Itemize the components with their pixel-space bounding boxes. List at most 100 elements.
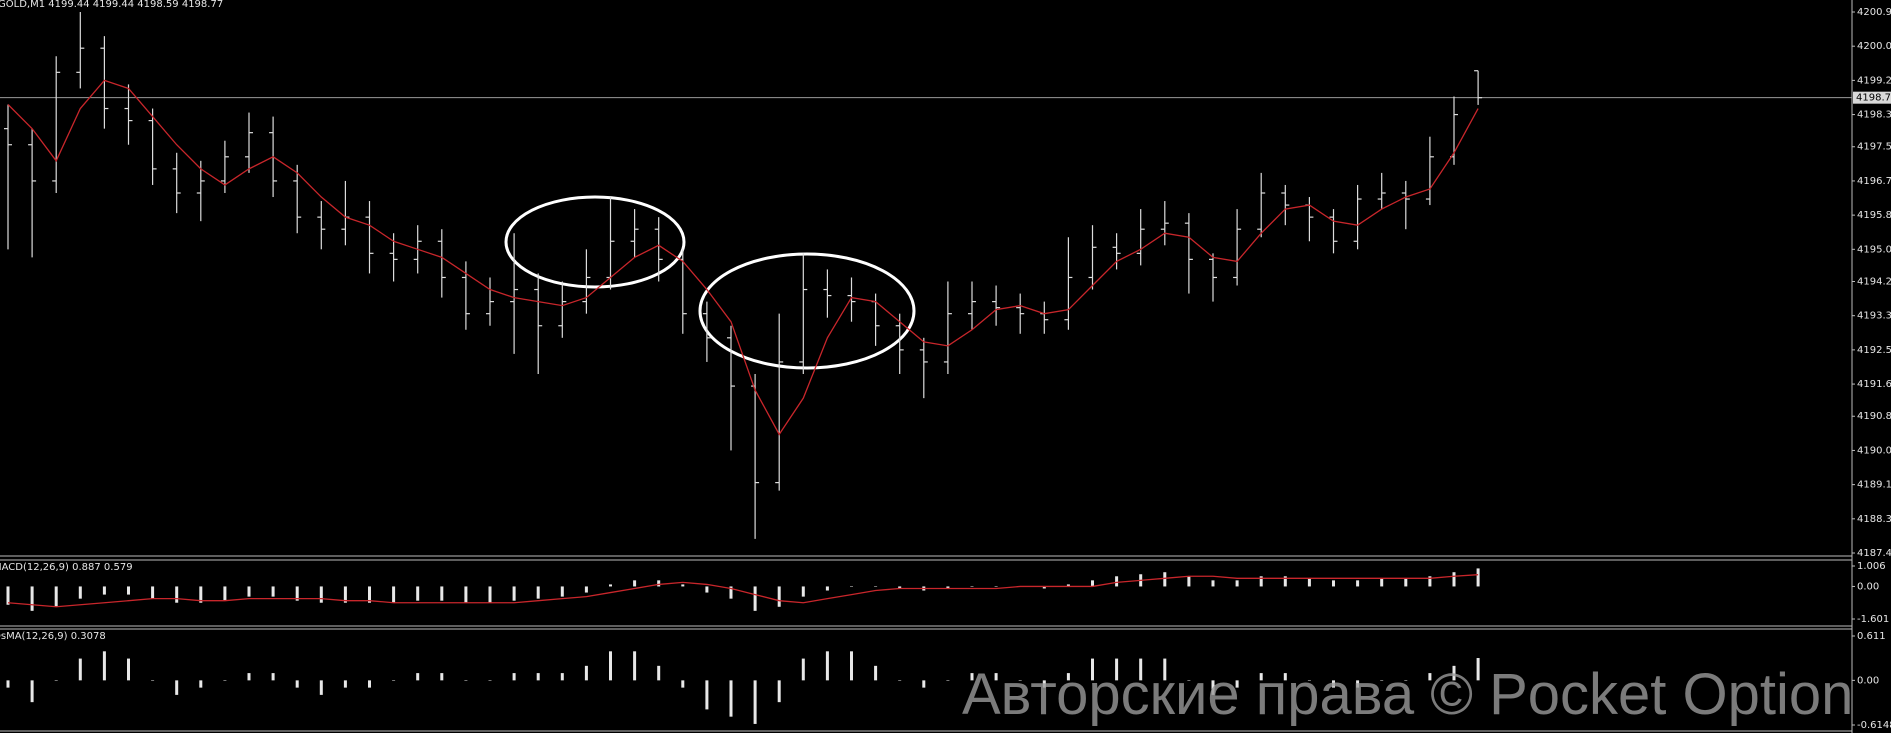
histogram-bar — [705, 586, 709, 593]
histogram-bar — [6, 680, 10, 688]
histogram-bar — [271, 586, 275, 597]
histogram-bar — [368, 586, 371, 603]
indicator-title: OsMA(12,26,9) 0.3078 — [0, 631, 106, 642]
histogram-bar — [657, 580, 661, 587]
histogram-bar — [127, 658, 130, 681]
y-tick-label: -0.6148 — [1857, 720, 1891, 731]
histogram-bar — [801, 586, 805, 597]
histogram-bar — [1356, 680, 1360, 688]
histogram-bar — [175, 680, 179, 695]
histogram-bar — [994, 586, 998, 587]
y-tick-label: 0.611 — [1857, 631, 1886, 642]
histogram-bar — [199, 680, 203, 688]
chart-title: GOLD,M1 4199.44 4199.44 4198.59 4198.77 — [0, 0, 223, 10]
histogram-bar — [30, 586, 34, 611]
histogram-bar — [223, 586, 227, 601]
histogram-bar — [609, 584, 612, 587]
histogram-bar — [729, 586, 733, 599]
histogram-bar — [464, 680, 468, 681]
histogram-bar — [1476, 568, 1480, 587]
y-tick-label: 4193.35 — [1857, 311, 1891, 322]
y-tick-label: 0.00 — [1857, 581, 1879, 592]
histogram-bar — [1211, 680, 1215, 695]
histogram-bar — [536, 586, 540, 599]
y-tick-label: 4195.85 — [1857, 210, 1891, 221]
histogram-bar — [1259, 576, 1263, 587]
histogram-bar — [1332, 580, 1335, 587]
histogram-bar — [488, 680, 492, 681]
histogram-bar — [1115, 576, 1119, 587]
histogram-bar — [1332, 680, 1335, 688]
y-tick-label: 4197.55 — [1857, 142, 1891, 153]
y-tick-label: 1.006 — [1857, 561, 1886, 572]
histogram-bar — [102, 586, 106, 595]
histogram-bar — [1042, 586, 1046, 589]
histogram-bar — [536, 673, 540, 681]
indicator-title: MACD(12,26,9) 0.887 0.579 — [0, 562, 133, 573]
y-tick-label: 4191.65 — [1857, 379, 1891, 390]
histogram-bar — [1235, 580, 1239, 587]
y-tick-label: 4200.05 — [1857, 41, 1891, 52]
histogram-bar — [319, 680, 323, 695]
histogram-bar — [1404, 578, 1408, 587]
histogram-bar — [850, 586, 853, 587]
histogram-bar — [1452, 665, 1456, 681]
histogram-bar — [584, 586, 588, 593]
histogram-bar — [1091, 658, 1094, 681]
highlight-ellipse — [698, 252, 916, 370]
histogram-bar — [874, 665, 878, 681]
histogram-bar — [1066, 584, 1070, 587]
y-tick-label: 4190.85 — [1857, 411, 1891, 422]
histogram-bar — [127, 586, 130, 595]
histogram-bar — [681, 680, 685, 688]
y-tick-label: 4199.20 — [1857, 75, 1891, 86]
histogram-bar — [1066, 673, 1070, 681]
y-tick-label: 4194.20 — [1857, 276, 1891, 287]
histogram-bar — [1452, 572, 1456, 587]
histogram-bar — [512, 673, 516, 681]
histogram-bar — [657, 665, 661, 681]
histogram-bar — [705, 680, 709, 710]
histogram-bar — [247, 673, 251, 681]
histogram-bar — [1163, 658, 1167, 681]
histogram-bar — [54, 586, 58, 607]
histogram-bar — [874, 586, 878, 587]
y-tick-label: 0.00 — [1857, 675, 1879, 686]
histogram-bar — [1091, 580, 1094, 587]
histogram-bar — [1476, 658, 1480, 681]
y-tick-label: -1.601 — [1857, 614, 1889, 625]
histogram-bar — [440, 673, 444, 681]
histogram-bar — [825, 651, 829, 681]
y-tick-label: 4189.15 — [1857, 480, 1891, 491]
histogram-bar — [416, 673, 420, 681]
histogram-bar — [777, 586, 781, 607]
histogram-bar — [994, 673, 998, 681]
y-tick-label: 4196.70 — [1857, 176, 1891, 187]
watermark: Авторские права © Pocket Option — [962, 662, 1853, 727]
histogram-bar — [30, 680, 34, 703]
histogram-bar — [295, 586, 299, 601]
histogram-bar — [1283, 673, 1287, 681]
histogram-bar — [560, 673, 564, 681]
histogram-bar — [392, 680, 396, 681]
histogram-bar — [440, 586, 444, 601]
histogram-bar — [1115, 658, 1119, 681]
histogram-bar — [729, 680, 733, 717]
histogram-bar — [464, 586, 468, 603]
histogram-bar — [1283, 576, 1287, 587]
histogram-bar — [271, 673, 275, 681]
histogram-bar — [1259, 673, 1263, 681]
histogram-bar — [247, 586, 251, 597]
histogram-bar — [1356, 580, 1360, 587]
y-tick-label: 4187.45 — [1857, 548, 1891, 559]
histogram-bar — [1235, 680, 1239, 688]
histogram-bar — [850, 651, 853, 681]
histogram-bar — [1428, 576, 1432, 587]
histogram-bar — [584, 665, 588, 681]
histogram-bar — [1307, 680, 1311, 681]
highlight-ellipse — [504, 195, 686, 289]
histogram-bar — [1211, 580, 1215, 587]
current-price-box — [1853, 91, 1891, 104]
